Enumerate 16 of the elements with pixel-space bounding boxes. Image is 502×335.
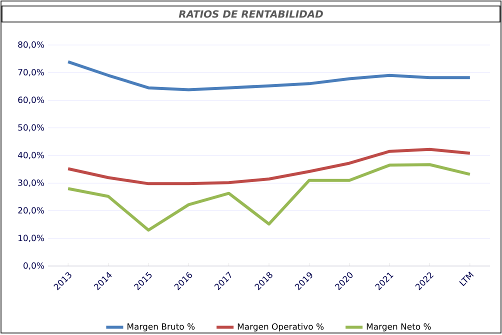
line-series [66, 60, 472, 92]
y-tick-label: 80,0% [18, 41, 44, 49]
y-tick-label: 10,0% [18, 234, 44, 242]
chart-title: RATIOS DE RENTABILIDAD [178, 10, 323, 18]
y-tick-label: 50,0% [18, 124, 44, 132]
line-series [66, 148, 472, 186]
y-tick-label: 70,0% [18, 68, 44, 76]
y-tick-label: 0,0% [24, 262, 44, 270]
y-tick-label: 60,0% [18, 96, 44, 104]
legend-label: Margen Operativo % [238, 323, 324, 332]
line-series [66, 163, 472, 232]
legend-label: Margen Neto % [366, 323, 431, 332]
y-tick-label: 30,0% [18, 179, 44, 187]
legend-label: Margen Bruto % [128, 323, 195, 332]
y-tick-label: 40,0% [18, 152, 44, 160]
y-tick-label: 20,0% [18, 207, 44, 214]
